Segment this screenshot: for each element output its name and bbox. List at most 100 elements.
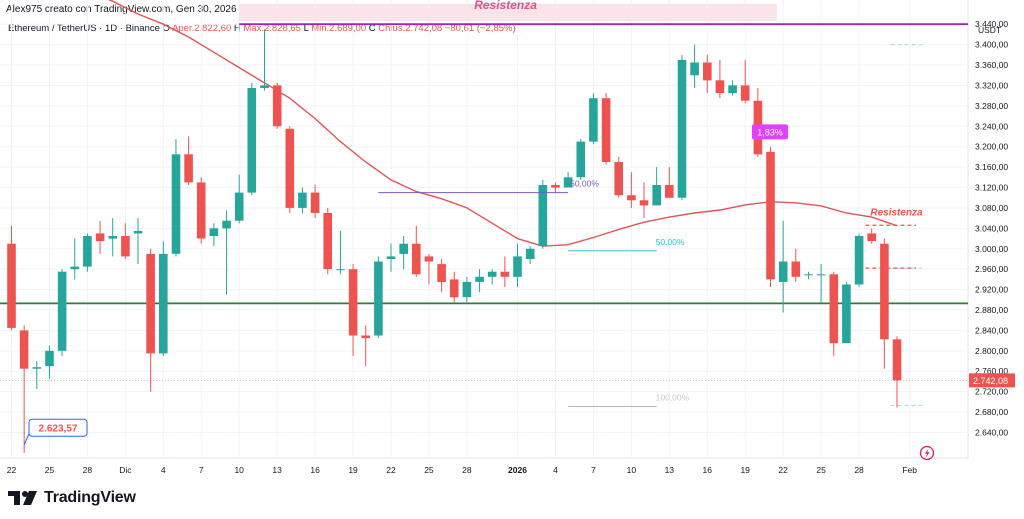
- candle-body: [703, 62, 712, 81]
- candle-body: [399, 243, 408, 254]
- lightning-icon[interactable]: [919, 445, 935, 461]
- low-callout: [28, 418, 88, 437]
- time-tick-label: 25: [816, 465, 826, 475]
- candle-body: [133, 230, 143, 234]
- candle-body: [538, 185, 548, 247]
- fib-teal-label: 50,00%: [656, 237, 685, 247]
- time-tick-label: 25: [424, 465, 434, 475]
- candle-body: [854, 236, 864, 285]
- candle-body: [551, 185, 560, 188]
- candle-body: [412, 243, 421, 275]
- low-label: L: [303, 23, 309, 34]
- tradingview-logo[interactable]: TradingView: [8, 489, 136, 507]
- price-tick-label: 3.120,00: [975, 183, 1008, 193]
- close-value: Chius.2.742,08: [378, 23, 443, 34]
- candle-body: [196, 182, 206, 239]
- candle-body: [677, 59, 687, 198]
- author-line: Alex975 creato con TradingView.com, Gen …: [6, 4, 300, 15]
- time-tick-label: Feb: [902, 465, 917, 475]
- price-tick-label: 3.240,00: [975, 121, 1008, 131]
- candle-body: [462, 281, 472, 298]
- price-tick-label: 2.800,00: [975, 346, 1008, 356]
- candle-body: [32, 367, 42, 369]
- candle-body: [437, 264, 446, 282]
- candle-body: [70, 266, 80, 270]
- close-label: C: [368, 23, 376, 34]
- candle-body: [95, 233, 105, 242]
- time-tick-label: 10: [234, 465, 244, 475]
- price-tick-label: 2.880,00: [975, 305, 1008, 315]
- candle-body: [791, 261, 801, 277]
- candle-body: [83, 236, 92, 267]
- time-tick-label: 25: [45, 465, 55, 475]
- time-tick-label: 7: [591, 465, 596, 475]
- price-tick-label: 3.440,00: [975, 19, 1008, 29]
- annotation-zones: Resistenza: [0, 0, 968, 305]
- price-tick-label: 2.720,00: [975, 387, 1008, 397]
- price-tick-label: 3.040,00: [975, 223, 1008, 233]
- candle-body: [336, 269, 345, 271]
- time-tick-label: 16: [703, 465, 713, 475]
- candle-body: [867, 233, 876, 242]
- candle-body: [209, 228, 219, 236]
- candle-body: [234, 192, 244, 221]
- candle-body: [576, 141, 586, 178]
- time-tick-label: 7: [199, 465, 204, 475]
- candle-body: [361, 335, 370, 339]
- resistance-zone: [239, 3, 777, 22]
- tradingview-logo-icon: [8, 491, 37, 505]
- candle-body: [892, 339, 902, 381]
- price-tick-label: 3.360,00: [975, 60, 1008, 70]
- price-tick-label: 3.080,00: [975, 203, 1008, 213]
- time-axis[interactable]: 22 25 28 Dic 4 7 10 13 16 19 22 25 28 2026 4 7 10 13 16 19 2…: [7, 465, 917, 475]
- candle-body: [766, 151, 775, 280]
- price-tick-label: 2.920,00: [975, 285, 1008, 295]
- candle-body: [728, 85, 737, 94]
- time-tick-label: 13: [665, 465, 675, 475]
- time-tick-label: 19: [348, 465, 358, 475]
- candle-body: [525, 248, 535, 259]
- high-value: Max.2.828,65: [243, 23, 301, 34]
- price-axis[interactable]: 2.640,00 2.680,00 2.720,00 2.760,00 2.800,00…: [969, 19, 1015, 437]
- time-tick-label: 22: [386, 465, 396, 475]
- time-tick-label: 28: [462, 465, 472, 475]
- candle-body: [829, 274, 839, 344]
- candle-body: [563, 177, 573, 188]
- candle-body: [778, 261, 788, 282]
- open-label: O: [162, 23, 170, 34]
- candle-body: [614, 162, 623, 196]
- candle-body: [108, 236, 117, 239]
- candles: [7, 29, 902, 453]
- candle-body: [715, 80, 725, 94]
- high-label: H: [233, 23, 241, 34]
- resistance-label: Resistenza: [870, 207, 923, 218]
- candle-body: [247, 88, 257, 193]
- low-value: Min.2.689,00: [311, 23, 367, 34]
- candle-body: [589, 98, 598, 142]
- price-tick-label: 2.760,00: [975, 366, 1008, 376]
- candle-body: [386, 256, 396, 259]
- time-tick-label: 4: [161, 465, 166, 475]
- candle-body: [475, 276, 484, 282]
- candle-body: [323, 213, 332, 270]
- candle-body: [374, 261, 383, 336]
- time-tick-label: 28: [854, 465, 864, 475]
- price-tick-label: 2.960,00: [975, 264, 1008, 274]
- low-callout-label: 2.623,57: [39, 423, 78, 434]
- candle-body: [19, 330, 29, 369]
- candle-body: [665, 185, 674, 198]
- candle-body: [285, 128, 295, 208]
- price-tick-label: 2.680,00: [975, 407, 1008, 417]
- candle-body: [222, 220, 231, 229]
- candle-body: [171, 154, 181, 254]
- candle-body: [880, 243, 889, 340]
- price-tick-label: 2.840,00: [975, 325, 1008, 335]
- candle-body: [652, 185, 661, 206]
- candle-body: [272, 85, 282, 127]
- candle-body: [7, 243, 16, 328]
- price-tick-label: 2.640,00: [975, 427, 1008, 437]
- tradingview-brand: TradingView: [44, 489, 136, 506]
- candle-body: [500, 271, 510, 277]
- grid: [0, 0, 969, 459]
